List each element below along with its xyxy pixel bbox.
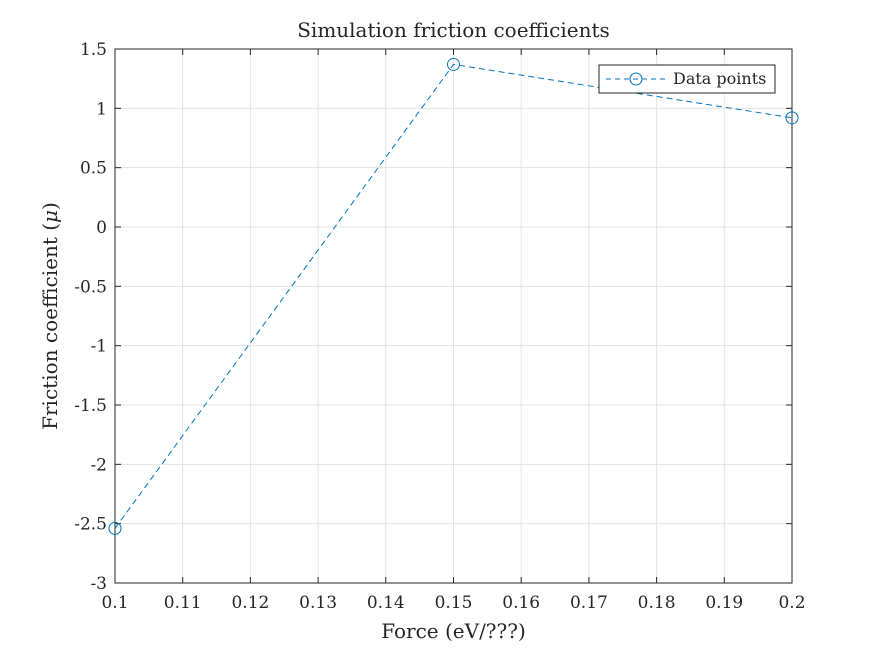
y-tick-label: -1	[90, 337, 107, 357]
data-point-marker	[108, 521, 122, 535]
y-tick-label: -0.5	[74, 277, 107, 297]
x-tick-label: 0.1	[101, 593, 128, 613]
x-tick-label: 0.15	[435, 593, 473, 613]
y-tick-label: -2	[90, 455, 107, 475]
y-axis-tick-labels: -3 -2.5 -2 -1.5 -1 -0.5 0 0.5 1 1.5	[74, 40, 107, 594]
x-tick-label: 0.11	[164, 593, 202, 613]
y-tick-label: 1.5	[80, 40, 107, 60]
x-axis-title: Force (eV/???)	[381, 619, 526, 643]
data-point-marker	[785, 111, 799, 125]
y-axis-title-close: )	[38, 202, 62, 210]
legend-marker-icon	[629, 72, 643, 86]
x-tick-label: 0.16	[502, 593, 540, 613]
series-line	[114, 63, 793, 529]
y-axis-title: Friction coefficient (μ)	[38, 202, 62, 430]
x-tick-label: 0.14	[367, 593, 405, 613]
legend: Data points	[598, 64, 776, 94]
x-tick-label: 0.17	[570, 593, 608, 613]
legend-entry-label: Data points	[673, 69, 766, 88]
y-tick-label: -2.5	[74, 515, 107, 535]
y-axis-title-symbol: μ	[38, 210, 62, 223]
y-tick-label: 0.5	[80, 159, 107, 179]
x-axis-tick-labels: 0.1 0.11 0.12 0.13 0.14 0.15 0.16 0.17 0.18 0.19 0…	[101, 593, 805, 613]
x-tick-label: 0.12	[231, 593, 269, 613]
x-tick-label: 0.18	[638, 593, 676, 613]
x-tick-label: 0.19	[705, 593, 743, 613]
chart-title: Simulation friction coefficients	[297, 18, 610, 42]
x-tick-label: 0.13	[299, 593, 337, 613]
y-tick-label: -3	[90, 574, 107, 594]
series-layer	[108, 57, 799, 535]
y-axis-title-text: Friction coefficient (	[38, 223, 62, 430]
data-point-marker	[447, 57, 460, 71]
y-tick-label: 0	[96, 218, 107, 238]
grid	[114, 48, 793, 584]
y-tick-label: -1.5	[74, 396, 107, 416]
x-tick-label: 0.2	[778, 593, 805, 613]
y-tick-label: 1	[96, 99, 107, 119]
